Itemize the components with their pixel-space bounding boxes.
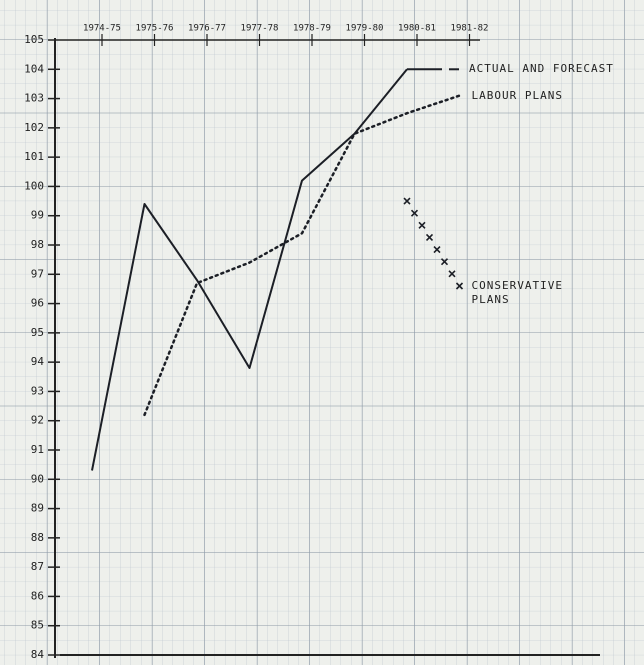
y-tick-label: 93 xyxy=(31,384,44,397)
x-tick-label: 1977-78 xyxy=(241,24,279,34)
y-tick-label: 103 xyxy=(24,92,44,105)
x-tick-label: 1981-82 xyxy=(451,24,489,34)
x-tick-label: 1976-77 xyxy=(188,24,226,34)
y-tick-label: 85 xyxy=(31,619,44,632)
series-label: LABOUR PLANS xyxy=(472,89,563,103)
y-tick-label: 92 xyxy=(31,414,44,427)
y-tick-label: 88 xyxy=(31,531,44,544)
y-tick-label: 99 xyxy=(31,209,44,222)
y-tick-label: 91 xyxy=(31,443,44,456)
y-tick-label: 87 xyxy=(31,560,44,573)
x-tick-label: 1980-81 xyxy=(398,24,436,34)
y-tick-label: 89 xyxy=(31,502,44,515)
y-tick-label: 101 xyxy=(24,150,44,163)
y-tick-label: 102 xyxy=(24,121,44,134)
y-tick-label: 84 xyxy=(31,648,45,661)
x-tick-label: 1975-76 xyxy=(136,24,174,34)
y-tick-label: 105 xyxy=(24,33,44,46)
y-tick-label: 100 xyxy=(24,179,44,192)
y-tick-label: 96 xyxy=(31,297,44,310)
y-tick-label: 86 xyxy=(31,589,44,602)
page: 84 85 86 87 88 89 90 91 92 93 94 95 96 97 98 99 100 101 10… xyxy=(0,0,644,665)
series-label: ACTUAL AND FORECAST xyxy=(469,62,614,76)
x-tick-label: 1979-80 xyxy=(346,24,384,34)
y-tick-label: 95 xyxy=(31,326,44,339)
y-tick-label: 97 xyxy=(31,267,44,280)
series-label: CONSERVATIVE PLANS xyxy=(472,279,582,307)
x-tick-label: 1974-75 xyxy=(83,24,121,34)
y-tick-label: 90 xyxy=(31,472,44,485)
y-tick-label: 104 xyxy=(24,62,44,75)
y-tick-label: 98 xyxy=(31,238,44,251)
x-tick-label: 1978-79 xyxy=(293,24,331,34)
y-tick-label: 94 xyxy=(31,355,45,368)
